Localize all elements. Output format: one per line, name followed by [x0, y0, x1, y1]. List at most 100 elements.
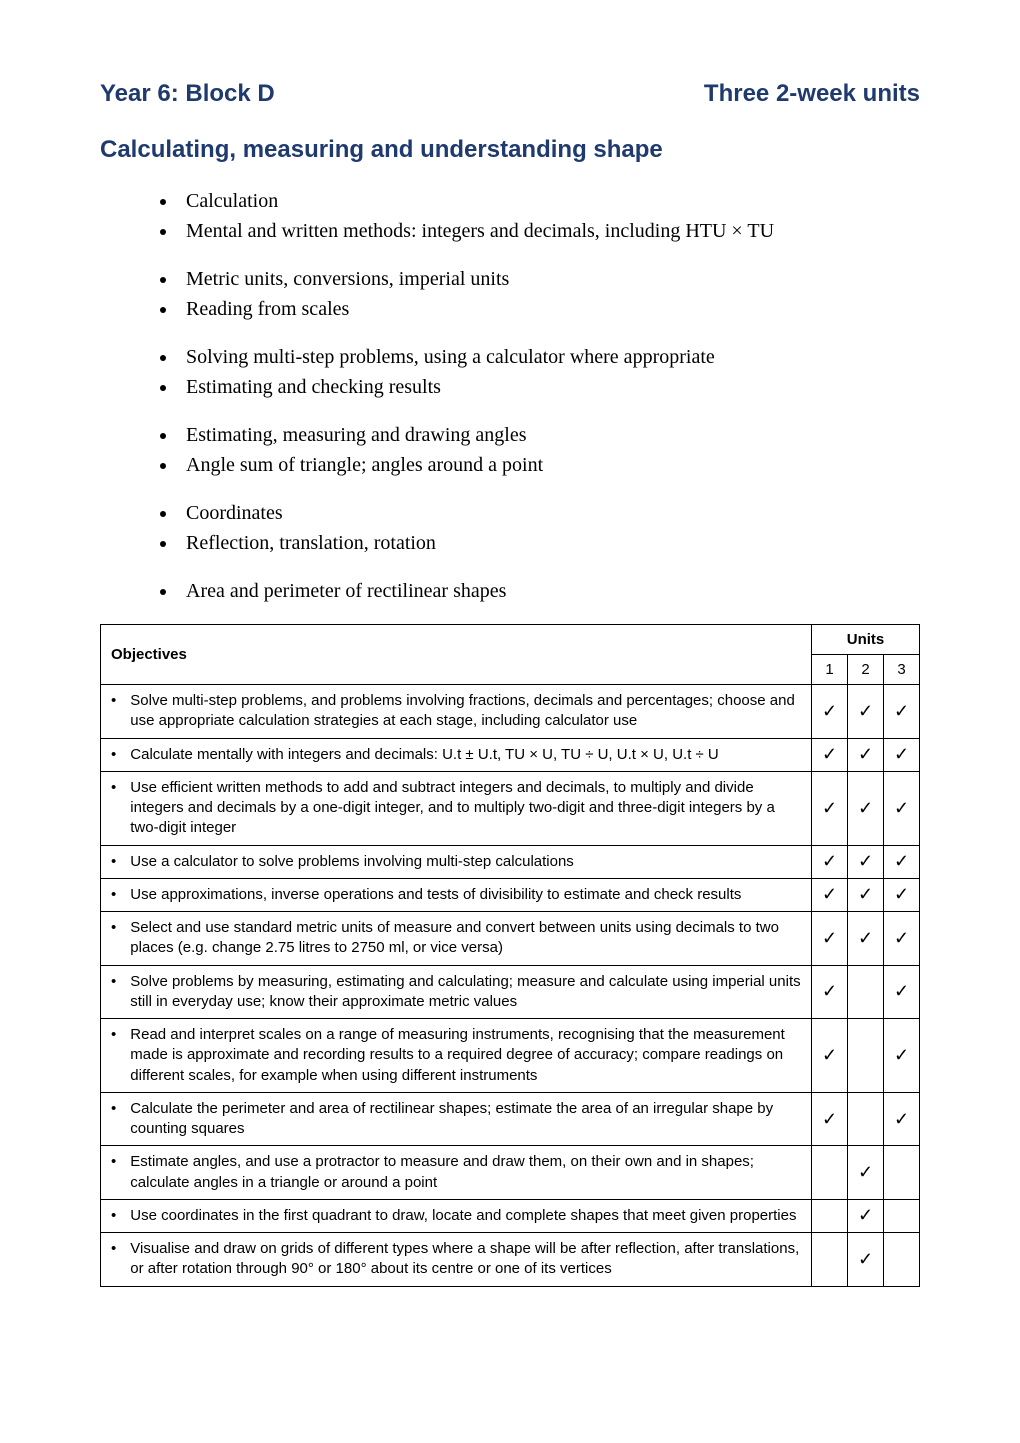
tick-cell: ✓ [884, 1092, 920, 1146]
bullet-dot-icon: • [109, 885, 116, 905]
bullet-dot-icon: • [109, 1025, 116, 1045]
checkmark-icon: ✓ [858, 851, 873, 871]
objective-text: Use efficient written methods to add and… [130, 778, 801, 839]
tick-cell: ✓ [884, 965, 920, 1019]
tick-cell [884, 1146, 920, 1200]
bullet-dot-icon: • [109, 778, 116, 798]
bullet-item: Reflection, translation, rotation [178, 528, 920, 558]
bullet-item: Angle sum of triangle; angles around a p… [178, 450, 920, 480]
bullet-item: Reading from scales [178, 294, 920, 324]
objectives-column-header: Objectives [101, 625, 812, 685]
bullet-list: Solving multi-step problems, using a cal… [100, 342, 920, 402]
page-header: Year 6: Block D Three 2-week units [100, 80, 920, 108]
checkmark-icon: ✓ [894, 928, 909, 948]
objective-text: Read and interpret scales on a range of … [130, 1025, 801, 1086]
objective-text: Solve problems by measuring, estimating … [130, 972, 801, 1013]
tick-cell: ✓ [848, 1199, 884, 1232]
tick-cell: ✓ [848, 878, 884, 911]
table-row: • Use a calculator to solve problems invo… [101, 845, 920, 878]
checkmark-icon: ✓ [822, 884, 837, 904]
objective-text: Estimate angles, and use a protractor to… [130, 1152, 801, 1193]
bullet-dot-icon: • [109, 1152, 116, 1172]
tick-cell [848, 1092, 884, 1146]
checkmark-icon: ✓ [894, 798, 909, 818]
table-row: • Use efficient written methods to add an… [101, 771, 920, 845]
tick-cell: ✓ [812, 845, 848, 878]
objective-cell: • Use approximations, inverse operations … [101, 878, 812, 911]
tick-cell: ✓ [812, 878, 848, 911]
objective-text: Calculate the perimeter and area of rect… [130, 1099, 801, 1140]
tick-cell: ✓ [884, 912, 920, 966]
objective-cell: • Read and interpret scales on a range of… [101, 1019, 812, 1093]
topic-bullet-groups: CalculationMental and written methods: i… [100, 186, 920, 606]
objective-text: Use a calculator to solve problems invol… [130, 852, 801, 872]
objective-cell: • Use efficient written methods to add an… [101, 771, 812, 845]
header-left: Year 6: Block D [100, 80, 275, 108]
bullet-item: Coordinates [178, 498, 920, 528]
table-row: • Solve multi-step problems, and problems… [101, 685, 920, 739]
checkmark-icon: ✓ [894, 981, 909, 1001]
tick-cell [884, 1199, 920, 1232]
tick-cell: ✓ [848, 912, 884, 966]
tick-cell [812, 1146, 848, 1200]
tick-cell: ✓ [812, 1092, 848, 1146]
objective-text: Select and use standard metric units of … [130, 918, 801, 959]
table-row: •Visualise and draw on grids of differen… [101, 1233, 920, 1287]
objective-cell: •Visualise and draw on grids of differen… [101, 1233, 812, 1287]
unit-column-number: 3 [884, 655, 920, 685]
bullet-dot-icon: • [109, 691, 116, 711]
objective-text: Solve multi-step problems, and problems … [130, 691, 801, 732]
objective-cell: • Solve multi-step problems, and problems… [101, 685, 812, 739]
table-row: • Estimate angles, and use a protractor t… [101, 1146, 920, 1200]
tick-cell: ✓ [848, 771, 884, 845]
checkmark-icon: ✓ [858, 1205, 873, 1225]
checkmark-icon: ✓ [858, 1162, 873, 1182]
bullet-list: Metric units, conversions, imperial unit… [100, 264, 920, 324]
tick-cell: ✓ [848, 1233, 884, 1287]
bullet-list: Estimating, measuring and drawing angles… [100, 420, 920, 480]
header-right: Three 2-week units [704, 80, 920, 108]
bullet-item: Estimating, measuring and drawing angles [178, 420, 920, 450]
objective-text: Visualise and draw on grids of different… [130, 1239, 801, 1280]
checkmark-icon: ✓ [822, 744, 837, 764]
tick-cell: ✓ [848, 685, 884, 739]
objective-cell: •Solve problems by measuring, estimating… [101, 965, 812, 1019]
tick-cell: ✓ [812, 771, 848, 845]
tick-cell: ✓ [848, 1146, 884, 1200]
objective-cell: • Calculate the perimeter and area of rec… [101, 1092, 812, 1146]
objective-text: Calculate mentally with integers and dec… [130, 745, 801, 765]
table-row: • Select and use standard metric units of… [101, 912, 920, 966]
bullet-list: Area and perimeter of rectilinear shapes [100, 576, 920, 606]
checkmark-icon: ✓ [894, 1045, 909, 1065]
tick-cell: ✓ [848, 738, 884, 771]
table-row: • Read and interpret scales on a range of… [101, 1019, 920, 1093]
bullet-dot-icon: • [109, 852, 116, 872]
objectives-table: Objectives Units 123 •Solve multi-step p… [100, 624, 920, 1287]
checkmark-icon: ✓ [822, 701, 837, 721]
bullet-dot-icon: • [109, 918, 116, 938]
tick-cell [812, 1199, 848, 1232]
table-row: •Use coordinates in the first quadrant t… [101, 1199, 920, 1232]
checkmark-icon: ✓ [894, 884, 909, 904]
section-subheading: Calculating, measuring and understanding… [100, 136, 920, 164]
tick-cell [848, 965, 884, 1019]
tick-cell: ✓ [812, 965, 848, 1019]
objective-text: Use approximations, inverse operations a… [130, 885, 801, 905]
bullet-list: CalculationMental and written methods: i… [100, 186, 920, 246]
bullet-item: Mental and written methods: integers and… [178, 216, 920, 246]
bullet-dot-icon: • [109, 1099, 116, 1119]
bullet-group: Area and perimeter of rectilinear shapes [100, 576, 920, 606]
objective-cell: • Estimate angles, and use a protractor t… [101, 1146, 812, 1200]
objective-cell: • Use a calculator to solve problems invo… [101, 845, 812, 878]
checkmark-icon: ✓ [858, 1249, 873, 1269]
tick-cell: ✓ [884, 878, 920, 911]
checkmark-icon: ✓ [894, 744, 909, 764]
bullet-dot-icon: • [109, 745, 116, 765]
bullet-item: Metric units, conversions, imperial unit… [178, 264, 920, 294]
checkmark-icon: ✓ [822, 1045, 837, 1065]
checkmark-icon: ✓ [822, 851, 837, 871]
tick-cell: ✓ [884, 1019, 920, 1093]
table-row: • Use approximations, inverse operations … [101, 878, 920, 911]
bullet-item: Calculation [178, 186, 920, 216]
tick-cell: ✓ [884, 738, 920, 771]
